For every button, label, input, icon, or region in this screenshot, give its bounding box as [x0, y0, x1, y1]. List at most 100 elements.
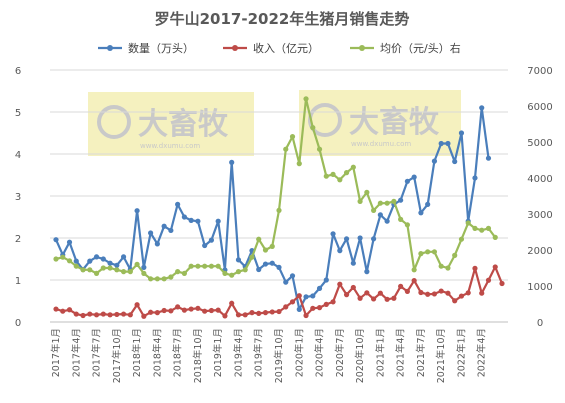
data-point — [445, 265, 451, 271]
data-point — [161, 307, 167, 314]
data-point — [87, 311, 93, 317]
y-left-tick-label: 2 — [15, 234, 21, 245]
y-right-tick-label: 7000 — [527, 66, 552, 77]
x-tick-label: 2019年1月 — [212, 328, 224, 377]
data-point — [472, 265, 478, 271]
data-point — [107, 260, 113, 266]
data-point — [384, 218, 390, 224]
data-point — [384, 200, 390, 206]
data-point — [289, 299, 296, 305]
data-point — [316, 305, 323, 311]
data-point — [350, 284, 356, 291]
x-tick-label: 2017年7月 — [91, 328, 103, 377]
legend-label: 收入（亿元） — [253, 41, 319, 55]
data-point — [398, 216, 404, 222]
data-point — [168, 227, 174, 234]
data-point — [364, 189, 370, 195]
data-point — [485, 225, 492, 231]
data-point — [452, 252, 458, 258]
data-point — [438, 263, 444, 269]
data-point — [343, 236, 350, 242]
data-point — [134, 302, 140, 308]
data-point — [323, 173, 329, 179]
data-point — [208, 307, 215, 314]
data-point — [175, 201, 181, 207]
data-point — [202, 242, 208, 249]
data-point — [458, 130, 465, 136]
data-point — [343, 292, 350, 298]
data-point — [127, 312, 133, 318]
data-point — [262, 261, 269, 267]
watermark-logo-icon — [97, 105, 131, 139]
x-tick-label: 2019年10月 — [273, 328, 285, 383]
x-tick-label: 2017年1月 — [50, 328, 62, 377]
data-point — [316, 285, 323, 291]
data-point — [452, 298, 458, 304]
x-tick-label: 2019年4月 — [232, 328, 244, 377]
data-point — [276, 264, 282, 270]
data-point — [343, 170, 350, 176]
data-point — [479, 227, 485, 233]
data-point — [148, 309, 154, 315]
data-point — [269, 260, 275, 266]
data-point — [66, 307, 73, 313]
data-point — [404, 178, 410, 184]
data-point — [114, 311, 120, 318]
data-point — [384, 296, 390, 302]
data-point — [316, 146, 323, 152]
data-point — [445, 290, 451, 296]
data-point — [479, 105, 485, 111]
x-tick-label: 2021年7月 — [415, 328, 427, 377]
legend: 数量（万头） 收入（亿元） 均价（元/头）右 — [98, 41, 461, 55]
data-point — [289, 273, 296, 279]
y-left-tick-label: 0 — [15, 318, 21, 329]
data-point — [391, 295, 397, 301]
data-point — [107, 312, 113, 318]
legend-label: 数量（万头） — [128, 42, 194, 55]
y-right-tick-label: 6000 — [527, 102, 552, 113]
data-point — [208, 263, 215, 269]
data-point — [181, 307, 187, 313]
y-right-tick-label: 1000 — [527, 282, 552, 293]
data-point — [235, 312, 242, 318]
data-point — [256, 236, 262, 242]
watermark-box — [299, 90, 461, 156]
data-point — [425, 291, 431, 297]
y-right-tick-label: 0 — [537, 318, 543, 329]
data-point — [188, 306, 194, 312]
watermark-box — [88, 92, 254, 156]
x-tick-label: 2017年10月 — [111, 328, 123, 383]
x-tick-label: 2018年4月 — [151, 328, 163, 377]
data-point — [364, 290, 370, 296]
data-point — [80, 312, 86, 319]
data-point — [262, 247, 269, 253]
data-point — [492, 264, 498, 270]
data-point — [60, 308, 66, 314]
legend-swatch-marker — [232, 45, 238, 51]
data-point — [296, 161, 302, 167]
data-point — [458, 236, 465, 242]
data-point — [114, 262, 120, 268]
data-point — [357, 235, 363, 241]
x-tick-label: 2020年10月 — [354, 328, 366, 383]
y-left-tick-label: 5 — [15, 108, 21, 119]
data-point — [296, 293, 302, 299]
data-point — [60, 254, 66, 260]
x-tick-label: 2019年7月 — [253, 328, 265, 377]
data-point — [269, 309, 275, 315]
data-point — [195, 218, 201, 224]
data-point — [330, 231, 336, 237]
data-point — [276, 308, 282, 315]
data-point — [53, 306, 59, 312]
data-point — [181, 214, 187, 220]
y-left-tick-label: 6 — [15, 66, 21, 77]
y-left-tick-label: 3 — [15, 192, 21, 203]
data-point — [472, 225, 478, 231]
data-point — [350, 164, 356, 170]
data-point — [188, 263, 194, 269]
data-point — [337, 177, 343, 183]
x-tick-label: 2020年1月 — [293, 328, 305, 377]
x-tick-label: 2022年4月 — [476, 328, 488, 377]
data-point — [377, 200, 383, 206]
